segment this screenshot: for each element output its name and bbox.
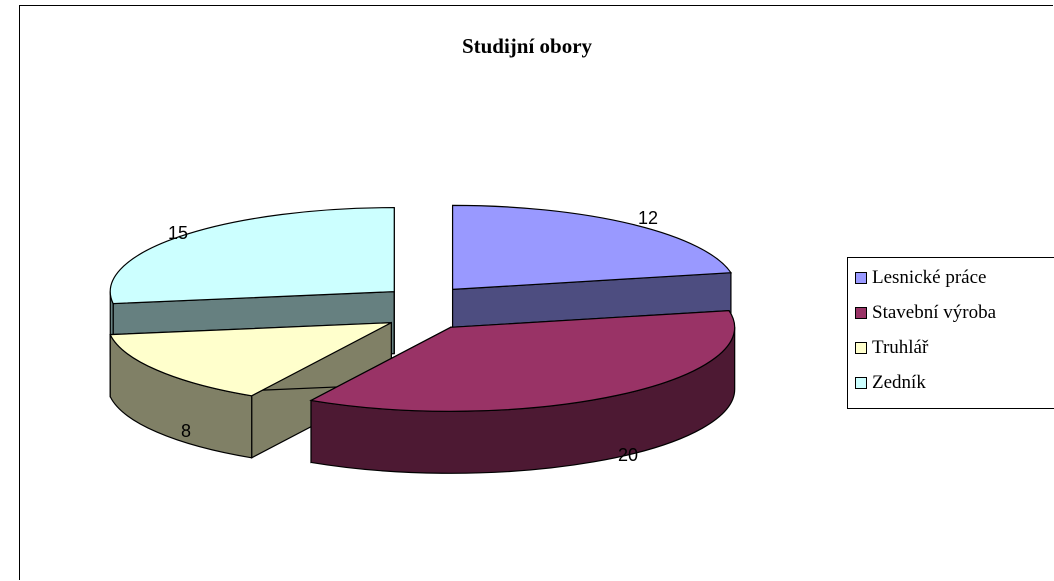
legend-item-zednik: Zedník: [855, 371, 926, 395]
legend-swatch: [855, 377, 867, 389]
legend-label: Zedník: [872, 372, 926, 393]
slice-lesnicke-prace: [451, 204, 733, 291]
slice-stavebni-vyroba: [309, 309, 736, 412]
legend-item-stavebni-vyroba: Stavební výroba: [855, 301, 996, 325]
legend-item-lesnicke-prace: Lesnické práce: [855, 266, 986, 290]
data-label-stavebni-vyroba: 20: [618, 445, 638, 465]
legend-item-truhlar: Truhlář: [855, 336, 928, 360]
legend: Lesnické práce Stavební výroba Truhlář Zedn…: [847, 257, 1054, 409]
legend-swatch: [855, 307, 867, 319]
legend-swatch: [855, 342, 867, 354]
data-label-lesnicke-prace: 12: [638, 208, 658, 228]
data-label-zednik: 15: [168, 223, 188, 243]
legend-swatch: [855, 272, 867, 284]
chart-title: Studijní obory: [461, 34, 593, 58]
chart-area: [19, 5, 1053, 580]
legend-label: Stavební výroba: [872, 302, 997, 323]
legend-label: Lesnické práce: [872, 267, 987, 288]
legend-label: Truhlář: [872, 337, 929, 358]
data-label-truhlar: 8: [181, 421, 191, 441]
slice-zednik: [109, 207, 395, 305]
slice-truhlar: [109, 322, 392, 397]
